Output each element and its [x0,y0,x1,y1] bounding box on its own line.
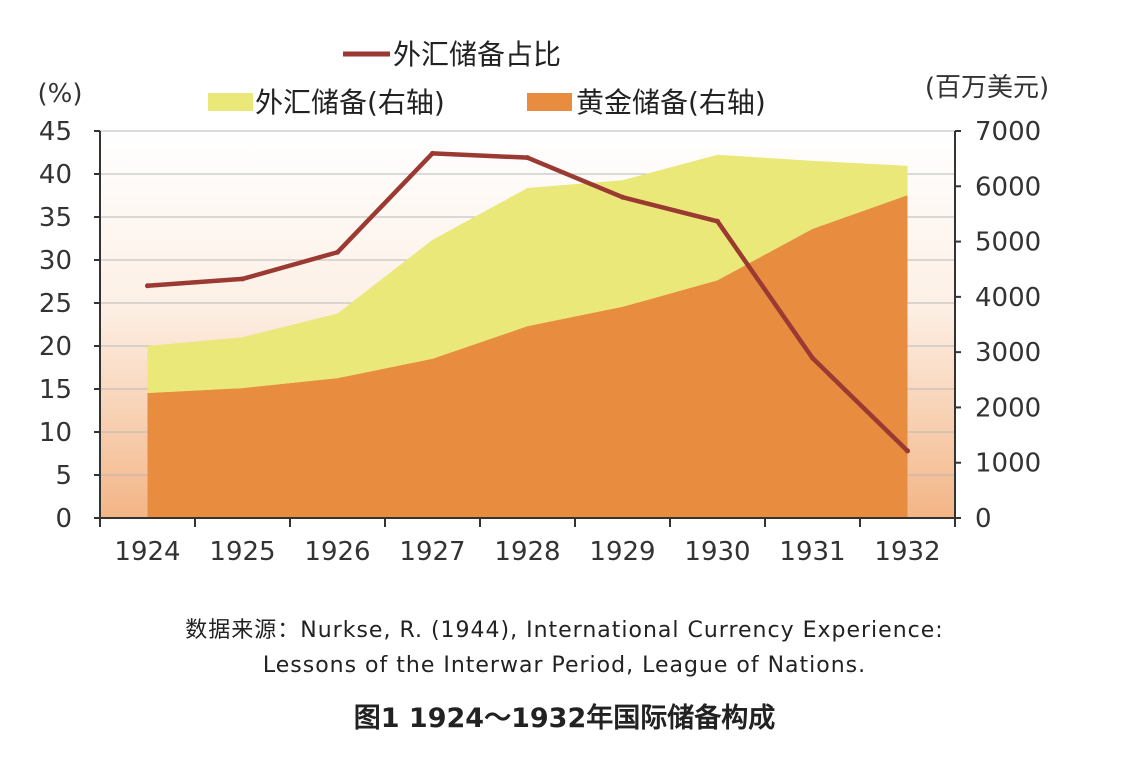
reserves-chart: 0 5 10 15 20 25 30 35 40 45 0 1000 2000 3000 4000 5000 6… [38,38,1050,567]
left-tick-label: 40 [39,160,72,190]
right-tick-label: 0 [975,504,992,534]
line-point [525,155,530,161]
left-tick-label: 25 [39,289,72,319]
x-tick-label: 1930 [684,537,750,567]
left-tick-label: 35 [39,203,72,233]
legend-label-forex: 外汇储备(右轴) [255,86,445,119]
left-tick-label: 20 [39,332,72,362]
legend-label-line: 外汇储备占比 [393,38,561,71]
legend-swatch-forex [208,93,253,111]
line-point [335,249,340,255]
x-tick-label: 1929 [589,537,655,567]
source-line-2: Lessons of the Interwar Period, League o… [262,653,867,678]
right-tick-label: 4000 [975,283,1041,313]
right-tick-label: 3000 [975,338,1041,368]
x-tick-label: 1926 [304,537,370,567]
left-axis-unit: (%) [38,79,83,109]
x-tick-label: 1928 [494,537,560,567]
area-gold [147,195,908,519]
line-point [145,283,150,289]
right-tick-label: 1000 [975,449,1041,479]
x-tick-label: 1925 [209,537,275,567]
left-tick-label: 0 [55,504,72,534]
legend-label-gold: 黄金储备(右轴) [576,86,766,119]
x-tick-label: 1927 [399,537,465,567]
figure-title: 图1 1924～1932年国际储备构成 [353,703,776,734]
x-tick-label: 1932 [874,537,940,567]
right-tick-label: 2000 [975,393,1041,423]
left-tick-label: 15 [39,375,72,405]
x-tick-label: 1924 [114,537,180,567]
source-line-1: 数据来源：Nurkse, R. (1944), International Cu… [185,618,944,643]
line-point [715,218,720,224]
line-point [430,150,435,156]
line-point [240,276,245,282]
left-tick-label: 30 [39,246,72,276]
area-forex [147,154,908,394]
right-tick-label: 6000 [975,172,1041,202]
x-tick-label: 1931 [779,537,845,567]
right-axis-unit: (百万美元) [925,73,1049,103]
left-tick-label: 45 [39,117,72,147]
right-tick-label: 7000 [975,117,1041,147]
right-tick-label: 5000 [975,228,1041,258]
left-tick-label: 5 [55,461,72,491]
line-point [905,448,910,454]
left-tick-label: 10 [39,418,72,448]
line-point [810,355,815,361]
line-point [620,194,625,200]
legend-swatch-gold [527,93,572,111]
